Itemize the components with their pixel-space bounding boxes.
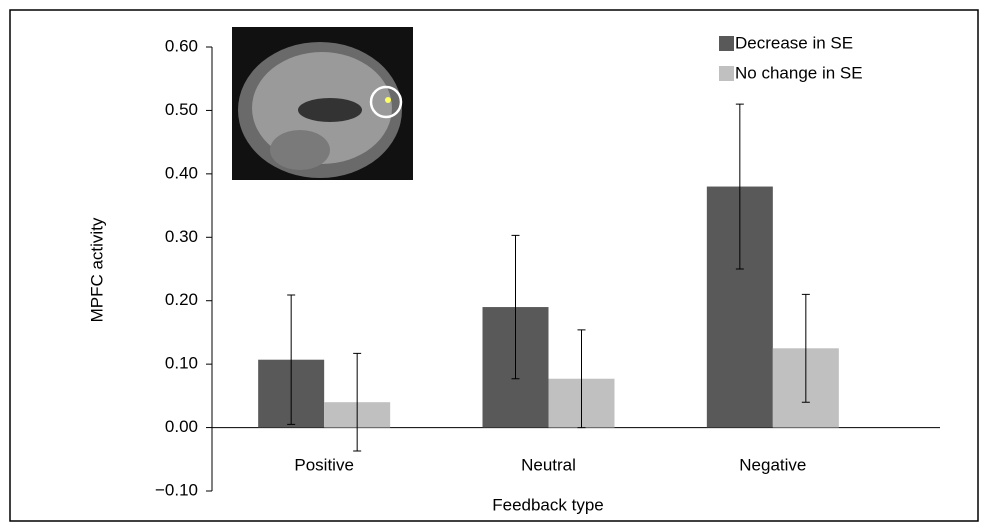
legend-swatch: [719, 66, 734, 81]
legend-label: No change in SE: [735, 63, 863, 82]
x-tick-label: Negative: [739, 455, 806, 474]
legend-swatch: [719, 36, 734, 51]
y-tick-label: 0.20: [165, 290, 198, 309]
brain-inset: [232, 27, 413, 180]
x-tick-label: Neutral: [521, 455, 576, 474]
y-axis-title: MPFC activity: [87, 217, 106, 322]
y-tick-label: 0.00: [165, 417, 198, 436]
frame: [10, 10, 978, 521]
x-tick-label: Positive: [294, 455, 354, 474]
y-tick-label: −0.10: [155, 480, 198, 499]
y-tick-label: 0.60: [165, 36, 198, 55]
y-tick-label: 0.30: [165, 227, 198, 246]
x-axis-title: Feedback type: [492, 495, 604, 514]
y-tick-label: 0.40: [165, 163, 198, 182]
y-tick-label: 0.50: [165, 100, 198, 119]
y-tick-label: 0.10: [165, 354, 198, 373]
legend-label: Decrease in SE: [735, 33, 853, 52]
chart: MPFC activity Feedback type −0.10 0.00 0.1…: [0, 0, 988, 531]
